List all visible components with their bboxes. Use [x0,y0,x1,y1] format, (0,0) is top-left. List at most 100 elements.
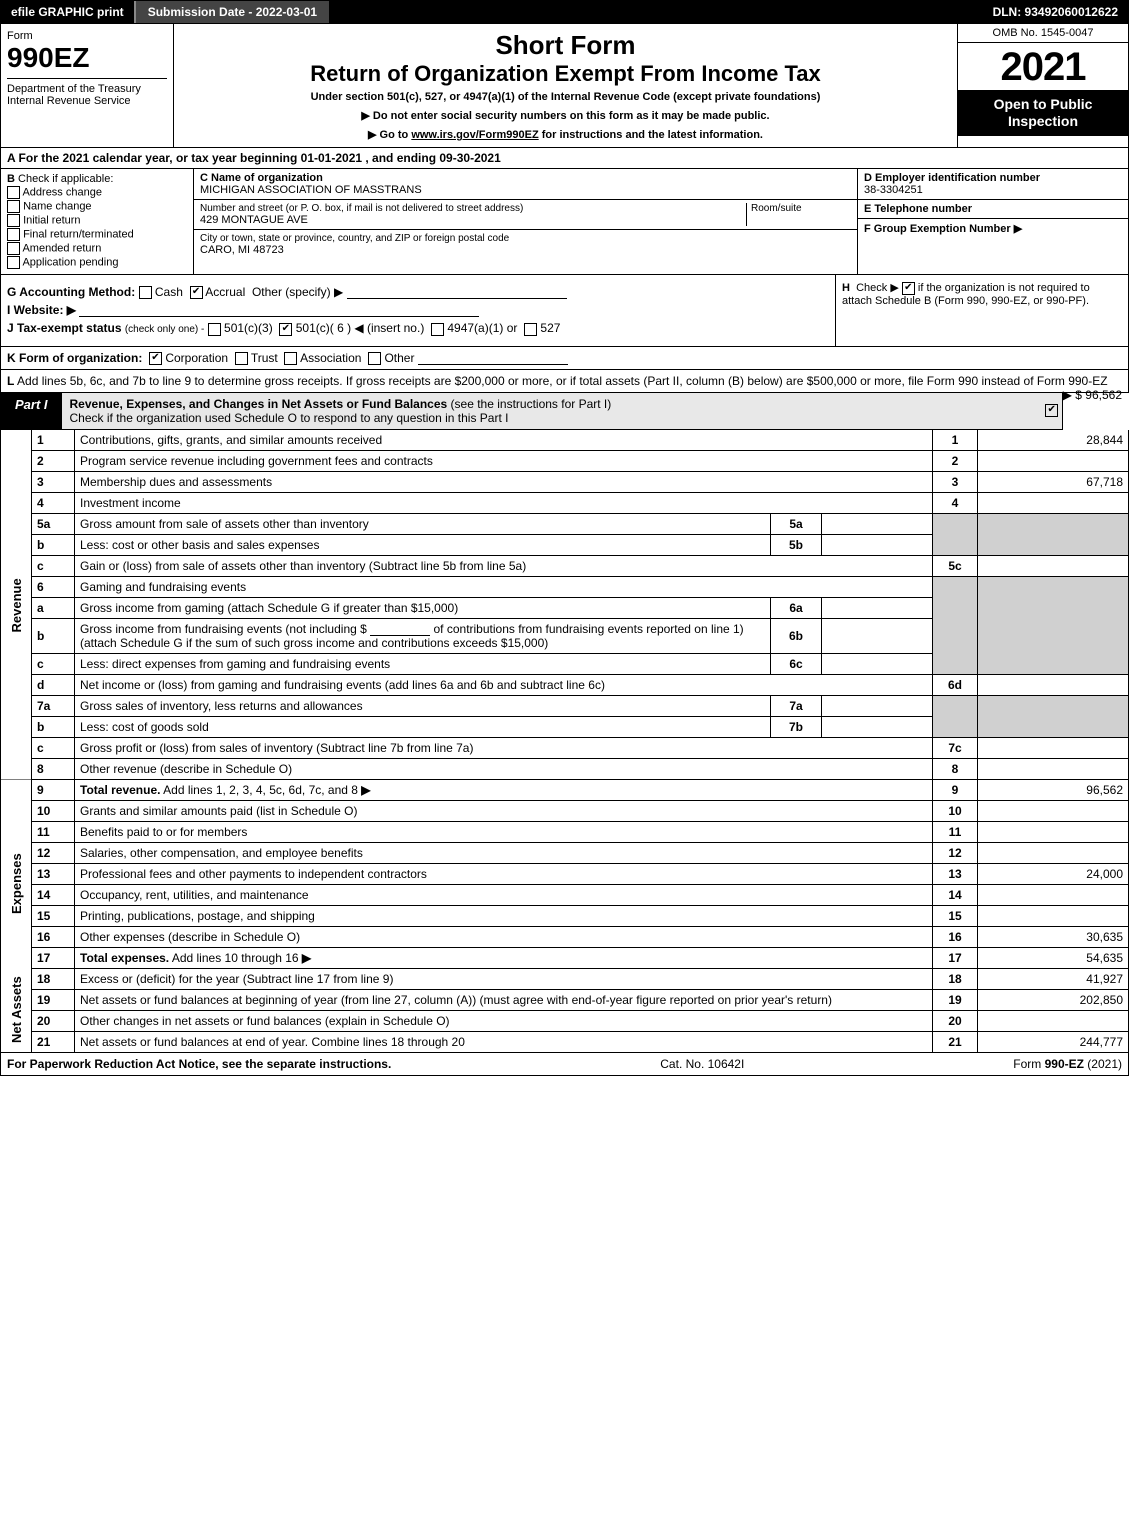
lno-14: 14 [32,884,75,905]
lno-5c: c [32,555,75,576]
dln-label: DLN: 93492060012622 [983,1,1128,23]
check-amended-return[interactable]: Amended return [7,242,187,255]
rno-21: 21 [933,1031,978,1052]
header-left: Form 990EZ Department of the Treasury In… [1,24,174,147]
check-final-return-label: Final return/terminated [23,228,134,240]
line-15-desc: Printing, publications, postage, and shi… [75,905,933,926]
org-street: 429 MONTAGUE AVE [200,214,746,226]
val-14 [978,884,1129,905]
check-address-change-label: Address change [22,186,102,198]
sub-6a: 6a [771,597,822,618]
lno-17: 17 [32,947,75,968]
check-cash[interactable] [139,286,152,299]
line-21-desc: Net assets or fund balances at end of ye… [75,1031,933,1052]
lno-7c: c [32,737,75,758]
val-18: 41,927 [978,968,1129,989]
line-17-rest: Add lines 10 through 16 [169,951,298,965]
section-l: L Add lines 5b, 6c, and 7b to line 9 to … [0,370,1129,393]
check-schedule-b[interactable] [902,282,915,295]
line-9-rest: Add lines 1, 2, 3, 4, 5c, 6d, 7c, and 8 [160,783,357,797]
other-org-input[interactable] [418,364,568,365]
val-20 [978,1010,1129,1031]
check-4947[interactable] [431,323,444,336]
website-input[interactable] [79,316,479,317]
section-ghij: G Accounting Method: Cash Accrual Other … [0,275,1129,347]
check-name-change[interactable]: Name change [7,200,187,213]
check-initial-return[interactable]: Initial return [7,214,187,227]
val-13: 24,000 [978,863,1129,884]
open-to-public: Open to Public Inspection [958,90,1128,136]
val-1: 28,844 [978,430,1129,451]
subval-7a [822,695,933,716]
ein-value: 38-3304251 [864,184,923,196]
opt-527: 527 [540,321,560,335]
line-19-desc: Net assets or fund balances at beginning… [75,989,933,1010]
rno-19: 19 [933,989,978,1010]
subval-6c [822,653,933,674]
check-application-pending[interactable]: Application pending [7,256,187,269]
rno-3: 3 [933,471,978,492]
check-association[interactable] [284,352,297,365]
title-return: Return of Organization Exempt From Incom… [182,61,949,87]
subval-7b [822,716,933,737]
submission-date: Submission Date - 2022-03-01 [134,1,329,23]
footer-right-bold: 990-EZ [1045,1057,1084,1071]
check-address-change[interactable]: Address change [7,186,187,199]
shade-7ab [933,695,978,737]
check-corporation[interactable] [149,352,162,365]
check-501c[interactable] [279,323,292,336]
top-bar: efile GRAPHIC print Submission Date - 20… [0,0,1129,24]
check-trust[interactable] [235,352,248,365]
part1-schedule-o-check[interactable] [1042,393,1062,429]
c-name-label: C Name of organization [200,172,851,184]
i-label: I Website: ▶ [7,303,76,317]
topbar-spacer [329,1,982,23]
subval-5a [822,513,933,534]
rno-11: 11 [933,821,978,842]
org-city: CARO, MI 48723 [200,244,851,256]
f-label: F Group Exemption Number ▶ [864,223,1022,235]
val-21: 244,777 [978,1031,1129,1052]
room-suite-label: Room/suite [751,203,851,214]
subtitle: Under section 501(c), 527, or 4947(a)(1)… [182,91,949,103]
check-527[interactable] [524,323,537,336]
check-name-change-label: Name change [23,200,92,212]
check-501c3[interactable] [208,323,221,336]
line-3-desc: Membership dues and assessments [75,471,933,492]
lno-4: 4 [32,492,75,513]
section-b: B Check if applicable: Address change Na… [1,169,194,274]
rno-7c: 7c [933,737,978,758]
other-label: Other (specify) ▶ [252,285,343,299]
check-other-org[interactable] [368,352,381,365]
lno-2: 2 [32,450,75,471]
irs-link[interactable]: www.irs.gov/Form990EZ [411,129,538,141]
lines-table: Revenue 1 Contributions, gifts, grants, … [0,430,1129,1053]
part1-check-note: Check if the organization used Schedule … [70,411,509,425]
sub-6b: 6b [771,618,822,653]
b-sublabel: Check if applicable: [18,173,113,185]
lno-18: 18 [32,968,75,989]
lno-5b: b [32,534,75,555]
efile-print-label[interactable]: efile GRAPHIC print [1,1,134,23]
tax-year: 2021 [958,43,1128,90]
subval-6a [822,597,933,618]
sub-6c: 6c [771,653,822,674]
check-final-return[interactable]: Final return/terminated [7,228,187,241]
side-revenue: Revenue [1,430,32,780]
other-specify-input[interactable] [347,298,567,299]
section-j: J Tax-exempt status (check only one) - 5… [7,321,829,335]
lno-13: 13 [32,863,75,884]
line-17-bold: Total expenses. [80,951,169,965]
line-5b-desc: Less: cost or other basis and sales expe… [75,534,771,555]
line-5a-desc: Gross amount from sale of assets other t… [75,513,771,534]
line-18-desc: Excess or (deficit) for the year (Subtra… [75,968,933,989]
sub-5a: 5a [771,513,822,534]
section-def: D Employer identification number 38-3304… [857,169,1128,274]
dept-label: Department of the Treasury Internal Reve… [7,78,167,107]
section-h: H Check ▶ if the organization is not req… [835,275,1128,346]
lno-20: 20 [32,1010,75,1031]
lno-6d: d [32,674,75,695]
check-accrual[interactable] [190,286,203,299]
line-6b-desc: Gross income from fundraising events (no… [75,618,771,653]
line-6-desc: Gaming and fundraising events [75,576,933,597]
